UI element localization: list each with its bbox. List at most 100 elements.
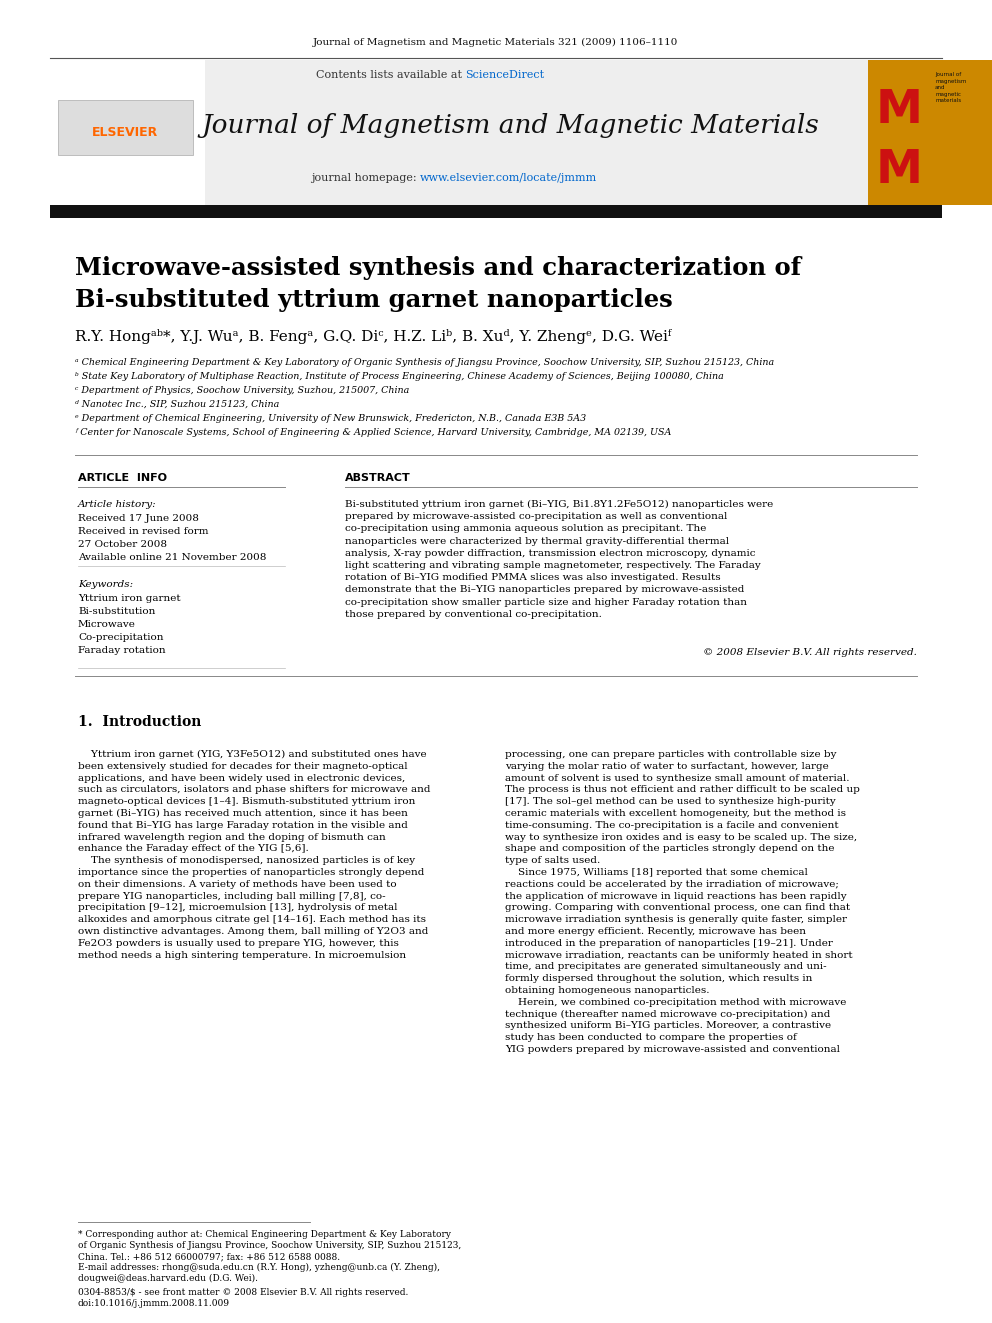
Text: time, and precipitates are generated simultaneously and uni-: time, and precipitates are generated sim… [505, 962, 826, 971]
Text: Journal of Magnetism and Magnetic Materials 321 (2009) 1106–1110: Journal of Magnetism and Magnetic Materi… [313, 37, 679, 46]
Text: 27 October 2008: 27 October 2008 [78, 540, 167, 549]
Text: light scattering and vibrating sample magnetometer, respectively. The Faraday: light scattering and vibrating sample ma… [345, 561, 761, 570]
Text: type of salts used.: type of salts used. [505, 856, 600, 865]
Text: M: M [876, 89, 923, 134]
Text: reactions could be accelerated by the irradiation of microwave;: reactions could be accelerated by the ir… [505, 880, 839, 889]
Text: precipitation [9–12], microemulsion [13], hydrolysis of metal: precipitation [9–12], microemulsion [13]… [78, 904, 398, 913]
Text: Herein, we combined co-precipitation method with microwave: Herein, we combined co-precipitation met… [505, 998, 846, 1007]
Text: YIG powders prepared by microwave-assisted and conventional: YIG powders prepared by microwave-assist… [505, 1045, 840, 1054]
Text: [17]. The sol–gel method can be used to synthesize high-purity: [17]. The sol–gel method can be used to … [505, 798, 835, 806]
Text: 1.  Introduction: 1. Introduction [78, 714, 201, 729]
Text: * Corresponding author at: Chemical Engineering Department & Key Laboratory: * Corresponding author at: Chemical Engi… [78, 1230, 451, 1240]
Text: the application of microwave in liquid reactions has been rapidly: the application of microwave in liquid r… [505, 892, 846, 901]
Bar [50, 205, 942, 218]
Text: Yttrium iron garnet (YIG, Y3Fe5O12) and substituted ones have: Yttrium iron garnet (YIG, Y3Fe5O12) and … [78, 750, 427, 759]
Text: study has been conducted to compare the properties of: study has been conducted to compare the … [505, 1033, 797, 1043]
Text: microwave irradiation synthesis is generally quite faster, simpler: microwave irradiation synthesis is gener… [505, 916, 847, 925]
Text: own distinctive advantages. Among them, ball milling of Y2O3 and: own distinctive advantages. Among them, … [78, 927, 429, 935]
Text: applications, and have been widely used in electronic devices,: applications, and have been widely used … [78, 774, 406, 783]
Text: ᵈ Nanotec Inc., SIP, Suzhou 215123, China: ᵈ Nanotec Inc., SIP, Suzhou 215123, Chin… [75, 400, 280, 409]
Text: Journal of Magnetism and Magnetic Materials: Journal of Magnetism and Magnetic Materi… [201, 114, 818, 139]
Text: 0304-8853/$ - see front matter © 2008 Elsevier B.V. All rights reserved.: 0304-8853/$ - see front matter © 2008 El… [78, 1289, 409, 1297]
Text: Contents lists available at: Contents lists available at [315, 70, 465, 79]
Text: and more energy efficient. Recently, microwave has been: and more energy efficient. Recently, mic… [505, 927, 806, 935]
Text: doi:10.1016/j.jmmm.2008.11.009: doi:10.1016/j.jmmm.2008.11.009 [78, 1299, 230, 1308]
Text: M: M [876, 148, 923, 193]
Text: Bi-substitution: Bi-substitution [78, 607, 156, 617]
Text: Keywords:: Keywords: [78, 579, 133, 589]
Text: rotation of Bi–YIG modified PMMA slices was also investigated. Results: rotation of Bi–YIG modified PMMA slices … [345, 573, 720, 582]
Text: found that Bi–YIG has large Faraday rotation in the visible and: found that Bi–YIG has large Faraday rota… [78, 820, 408, 830]
Text: China. Tel.: +86 512 66000797; fax: +86 512 6588 0088.: China. Tel.: +86 512 66000797; fax: +86 … [78, 1252, 340, 1261]
Text: ELSEVIER: ELSEVIER [92, 127, 158, 139]
Text: been extensively studied for decades for their magneto-optical: been extensively studied for decades for… [78, 762, 408, 771]
Text: ABSTRACT: ABSTRACT [345, 474, 411, 483]
Text: technique (thereafter named microwave co-precipitation) and: technique (thereafter named microwave co… [505, 1009, 830, 1019]
Text: Microwave-assisted synthesis and characterization of: Microwave-assisted synthesis and charact… [75, 255, 802, 280]
Text: www.elsevier.com/locate/jmmm: www.elsevier.com/locate/jmmm [420, 173, 597, 183]
Text: infrared wavelength region and the doping of bismuth can: infrared wavelength region and the dopin… [78, 832, 386, 841]
Text: microwave irradiation, reactants can be uniformly heated in short: microwave irradiation, reactants can be … [505, 951, 853, 959]
Text: The synthesis of monodispersed, nanosized particles is of key: The synthesis of monodispersed, nanosize… [78, 856, 415, 865]
Text: ScienceDirect: ScienceDirect [465, 70, 545, 79]
Text: ceramic materials with excellent homogeneity, but the method is: ceramic materials with excellent homogen… [505, 808, 846, 818]
Text: prepare YIG nanoparticles, including ball milling [7,8], co-: prepare YIG nanoparticles, including bal… [78, 892, 386, 901]
Text: synthesized uniform Bi–YIG particles. Moreover, a contrastive: synthesized uniform Bi–YIG particles. Mo… [505, 1021, 831, 1031]
Text: nanoparticles were characterized by thermal gravity-differential thermal: nanoparticles were characterized by ther… [345, 537, 729, 545]
Text: analysis, X-ray powder diffraction, transmission electron microscopy, dynamic: analysis, X-ray powder diffraction, tran… [345, 549, 756, 558]
Text: those prepared by conventional co-precipitation.: those prepared by conventional co-precip… [345, 610, 602, 619]
Text: Since 1975, Williams [18] reported that some chemical: Since 1975, Williams [18] reported that … [505, 868, 807, 877]
Text: Article history:: Article history: [78, 500, 157, 509]
Text: ᶜ Department of Physics, Soochow University, Suzhou, 215007, China: ᶜ Department of Physics, Soochow Univers… [75, 386, 410, 396]
Text: dougwei@deas.harvard.edu (D.G. Wei).: dougwei@deas.harvard.edu (D.G. Wei). [78, 1274, 258, 1283]
Text: way to synthesize iron oxides and is easy to be scaled up. The size,: way to synthesize iron oxides and is eas… [505, 832, 857, 841]
Text: of Organic Synthesis of Jiangsu Province, Soochow University, SIP, Suzhou 215123: of Organic Synthesis of Jiangsu Province… [78, 1241, 461, 1250]
Text: ᵃ Chemical Engineering Department & Key Laboratory of Organic Synthesis of Jiang: ᵃ Chemical Engineering Department & Key … [75, 359, 774, 366]
Text: on their dimensions. A variety of methods have been used to: on their dimensions. A variety of method… [78, 880, 397, 889]
Text: journal homepage:: journal homepage: [310, 173, 420, 183]
Text: prepared by microwave-assisted co-precipitation as well as conventional: prepared by microwave-assisted co-precip… [345, 512, 727, 521]
Text: growing. Comparing with conventional process, one can find that: growing. Comparing with conventional pro… [505, 904, 850, 913]
Text: obtaining homogeneous nanoparticles.: obtaining homogeneous nanoparticles. [505, 986, 709, 995]
Text: ᶠ Center for Nanoscale Systems, School of Engineering & Applied Science, Harvard: ᶠ Center for Nanoscale Systems, School o… [75, 429, 672, 437]
Bar [50, 60, 205, 205]
Text: Microwave: Microwave [78, 620, 136, 628]
Bar [868, 60, 992, 205]
Text: E-mail addresses: rhong@suda.edu.cn (R.Y. Hong), yzheng@unb.ca (Y. Zheng),: E-mail addresses: rhong@suda.edu.cn (R.Y… [78, 1263, 440, 1273]
Text: magneto-optical devices [1–4]. Bismuth-substituted yttrium iron: magneto-optical devices [1–4]. Bismuth-s… [78, 798, 416, 806]
Text: Bi-substituted yttrium garnet nanoparticles: Bi-substituted yttrium garnet nanopartic… [75, 288, 673, 312]
Text: Journal of
magnetism
and
magnetic
materials: Journal of magnetism and magnetic materi… [935, 71, 966, 103]
Text: demonstrate that the Bi–YIG nanoparticles prepared by microwave-assisted: demonstrate that the Bi–YIG nanoparticle… [345, 585, 744, 594]
Text: R.Y. Hongᵃᵇ*, Y.J. Wuᵃ, B. Fengᵃ, G.Q. Diᶜ, H.Z. Liᵇ, B. Xuᵈ, Y. Zhengᵉ, D.G. We: R.Y. Hongᵃᵇ*, Y.J. Wuᵃ, B. Fengᵃ, G.Q. D… [75, 328, 672, 344]
Text: Co-precipitation: Co-precipitation [78, 632, 164, 642]
Text: garnet (Bi–YIG) has received much attention, since it has been: garnet (Bi–YIG) has received much attent… [78, 808, 408, 818]
Text: amount of solvent is used to synthesize small amount of material.: amount of solvent is used to synthesize … [505, 774, 849, 783]
Text: Faraday rotation: Faraday rotation [78, 646, 166, 655]
Text: time-consuming. The co-precipitation is a facile and convenient: time-consuming. The co-precipitation is … [505, 820, 838, 830]
Text: varying the molar ratio of water to surfactant, however, large: varying the molar ratio of water to surf… [505, 762, 828, 771]
Text: introduced in the preparation of nanoparticles [19–21]. Under: introduced in the preparation of nanopar… [505, 939, 833, 947]
Text: shape and composition of the particles strongly depend on the: shape and composition of the particles s… [505, 844, 834, 853]
Text: Received 17 June 2008: Received 17 June 2008 [78, 515, 198, 523]
Text: © 2008 Elsevier B.V. All rights reserved.: © 2008 Elsevier B.V. All rights reserved… [703, 648, 917, 658]
Text: such as circulators, isolators and phase shifters for microwave and: such as circulators, isolators and phase… [78, 786, 431, 794]
Text: ᵇ State Key Laboratory of Multiphase Reaction, Institute of Process Engineering,: ᵇ State Key Laboratory of Multiphase Rea… [75, 372, 724, 381]
Text: alkoxides and amorphous citrate gel [14–16]. Each method has its: alkoxides and amorphous citrate gel [14–… [78, 916, 426, 925]
Bar [58, 101, 193, 155]
Text: enhance the Faraday effect of the YIG [5,6].: enhance the Faraday effect of the YIG [5… [78, 844, 309, 853]
Bar [50, 60, 942, 205]
Text: The process is thus not efficient and rather difficult to be scaled up: The process is thus not efficient and ra… [505, 786, 860, 794]
Text: Available online 21 November 2008: Available online 21 November 2008 [78, 553, 267, 562]
Text: Received in revised form: Received in revised form [78, 527, 208, 536]
Text: Yttrium iron garnet: Yttrium iron garnet [78, 594, 181, 603]
Text: co-precipitation show smaller particle size and higher Faraday rotation than: co-precipitation show smaller particle s… [345, 598, 747, 607]
Text: ᵉ Department of Chemical Engineering, University of New Brunswick, Fredericton, : ᵉ Department of Chemical Engineering, Un… [75, 414, 586, 423]
Text: method needs a high sintering temperature. In microemulsion: method needs a high sintering temperatur… [78, 951, 406, 959]
Text: Fe2O3 powders is usually used to prepare YIG, however, this: Fe2O3 powders is usually used to prepare… [78, 939, 399, 947]
Text: co-precipitation using ammonia aqueous solution as precipitant. The: co-precipitation using ammonia aqueous s… [345, 524, 706, 533]
Text: processing, one can prepare particles with controllable size by: processing, one can prepare particles wi… [505, 750, 836, 759]
Text: ARTICLE  INFO: ARTICLE INFO [78, 474, 167, 483]
Text: Bi-substituted yttrium iron garnet (Bi–YIG, Bi1.8Y1.2Fe5O12) nanoparticles were: Bi-substituted yttrium iron garnet (Bi–Y… [345, 500, 773, 509]
Text: importance since the properties of nanoparticles strongly depend: importance since the properties of nanop… [78, 868, 425, 877]
Text: formly dispersed throughout the solution, which results in: formly dispersed throughout the solution… [505, 974, 812, 983]
